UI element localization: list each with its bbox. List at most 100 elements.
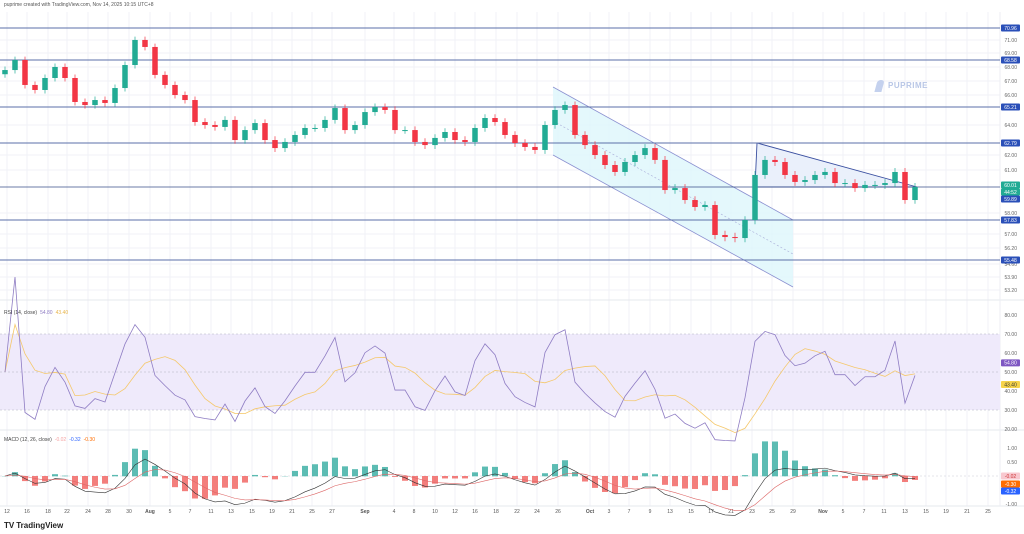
- x-axis-tick-label: 13: [228, 509, 234, 515]
- macd-histogram-bar: [112, 474, 118, 477]
- candle: [522, 139, 528, 151]
- macd-histogram-bar: [802, 466, 808, 477]
- tradingview-logo[interactable]: TV TradingView: [4, 521, 64, 530]
- candle: [732, 232, 738, 243]
- candle-body: [492, 118, 498, 123]
- candle-body: [232, 119, 238, 141]
- x-axis-tick-label: 28: [105, 509, 111, 515]
- candle: [472, 124, 478, 146]
- candle: [642, 144, 648, 159]
- candle: [92, 96, 98, 109]
- macd-histogram-bar: [732, 476, 738, 487]
- macd-histogram-bar: [82, 476, 88, 489]
- macd-histogram-bar: [782, 450, 788, 477]
- candle: [432, 134, 438, 150]
- macd-histogram-bar: [632, 476, 638, 481]
- candle: [352, 121, 358, 134]
- macd-histogram-bar: [652, 474, 658, 477]
- candle-body: [382, 107, 388, 110]
- candle: [552, 106, 558, 129]
- rsi-axis-tick-label: 40.00: [1004, 389, 1017, 395]
- candle: [402, 126, 408, 134]
- macd-legend[interactable]: MACD (12, 26, close) -0.02 -0.32 -0.30: [4, 437, 95, 443]
- rsi-legend[interactable]: RSI (14, close) 54.80 43.40: [4, 310, 68, 316]
- macd-histogram-bar: [512, 476, 518, 479]
- macd-histogram-bar: [92, 476, 98, 486]
- candle: [422, 138, 428, 150]
- rsi-value-label: 54.80: [1004, 361, 1017, 367]
- x-axis-tick-label: 5: [169, 509, 172, 515]
- candle-body: [562, 105, 568, 110]
- candle-body: [752, 174, 758, 220]
- candle: [322, 116, 328, 132]
- x-axis-tick-label: 21: [289, 509, 295, 515]
- macd-histogram-bar: [532, 476, 538, 484]
- macd-histogram-bar: [692, 476, 698, 489]
- candle: [722, 230, 728, 242]
- candle: [832, 168, 838, 187]
- macd-histogram-bar: [332, 457, 338, 477]
- x-axis-tick-label: 16: [472, 509, 478, 515]
- macd-line: [4, 458, 916, 516]
- macd-histogram-bar: [812, 468, 818, 477]
- macd-histogram-bar: [12, 472, 18, 477]
- macd-histogram-bar: [892, 473, 898, 477]
- macd-histogram-bar: [662, 476, 668, 485]
- candle-body: [582, 134, 588, 146]
- candle: [42, 74, 48, 94]
- candle-body: [852, 183, 858, 189]
- candle: [392, 106, 398, 134]
- candle-body: [312, 127, 318, 129]
- bar-countdown-label: 44:52: [1004, 190, 1017, 196]
- candle-body: [392, 109, 398, 131]
- candle-body: [772, 159, 778, 162]
- macd-histogram-value-badge: [1001, 472, 1020, 480]
- bar-countdown-badge: [1001, 188, 1020, 196]
- macd-histogram-bar: [382, 466, 388, 477]
- candle: [342, 104, 348, 134]
- x-axis-tick-label: 19: [269, 509, 275, 515]
- macd-histogram-bar: [742, 475, 748, 477]
- candle: [852, 179, 858, 192]
- x-axis-tick-label: 15: [688, 509, 694, 515]
- candle-body: [242, 130, 248, 141]
- level-price-badge: [1001, 56, 1020, 64]
- candle-body: [162, 74, 168, 85]
- x-axis-tick-label: 23: [749, 509, 755, 515]
- rsi-axis-tick-label: 70.00: [1004, 332, 1017, 338]
- x-axis-tick-label: 26: [555, 509, 561, 515]
- candle: [612, 161, 618, 176]
- candle: [712, 201, 718, 240]
- macd-signal-value-label: -0.30: [1005, 482, 1017, 488]
- x-axis-tick-label: 22: [514, 509, 520, 515]
- candle: [562, 101, 568, 114]
- candle-body: [262, 123, 268, 141]
- candle: [692, 196, 698, 211]
- chart-attribution: puprime created with TradingView.com, No…: [4, 2, 154, 8]
- candle-body: [742, 220, 748, 239]
- candle-body: [762, 159, 768, 175]
- x-axis-tick-label: 10: [432, 509, 438, 515]
- candle-body: [532, 146, 538, 150]
- x-axis-tick-label: 5: [842, 509, 845, 515]
- candle: [12, 56, 18, 74]
- line-level-price-label: 59.89: [1004, 197, 1017, 203]
- candle: [512, 131, 518, 147]
- candle: [52, 63, 58, 82]
- macd-histogram-bar: [262, 476, 268, 478]
- candle: [532, 143, 538, 154]
- macd-histogram-bar: [852, 476, 858, 481]
- macd-histogram-bar: [162, 476, 168, 479]
- candle: [792, 171, 798, 186]
- macd-histogram-bar: [102, 476, 108, 484]
- x-axis-tick-label: 7: [628, 509, 631, 515]
- macd-histogram-bar: [492, 466, 498, 477]
- x-axis-tick-label: 25: [985, 509, 991, 515]
- candle-body: [202, 122, 208, 125]
- level-price-badge: [1001, 139, 1020, 147]
- macd-histogram-bar: [292, 470, 298, 477]
- x-axis-tick-label: 22: [64, 509, 70, 515]
- candle-body: [302, 127, 308, 135]
- macd-histogram-bar: [572, 472, 578, 477]
